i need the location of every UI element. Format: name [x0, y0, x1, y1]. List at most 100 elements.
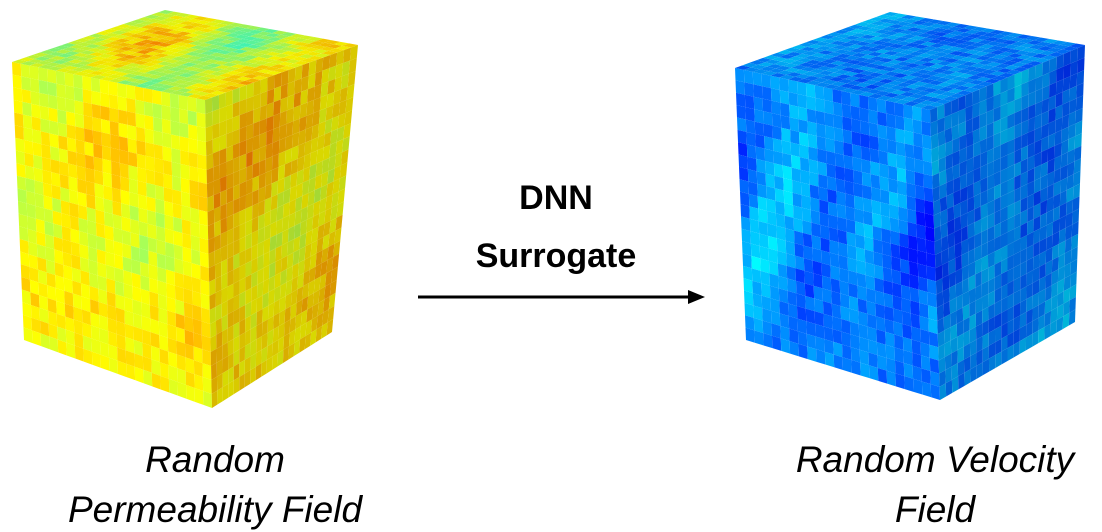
voxel — [864, 236, 873, 251]
arrow-label: Surrogate — [476, 237, 637, 275]
voxel — [926, 240, 935, 255]
voxel — [118, 109, 127, 124]
voxel — [233, 184, 239, 201]
voxel — [817, 136, 826, 151]
voxel — [804, 271, 813, 286]
voxel — [119, 123, 128, 138]
voxel — [745, 95, 754, 109]
voxel — [899, 220, 908, 235]
voxel — [191, 235, 200, 251]
voxel — [187, 97, 196, 113]
voxel — [750, 231, 759, 246]
voxel — [79, 231, 88, 247]
voxel — [152, 90, 161, 105]
voxel — [914, 146, 923, 161]
voxel — [78, 205, 87, 220]
voxel — [835, 166, 844, 181]
voxel — [888, 152, 897, 167]
voxel — [181, 205, 190, 221]
voxel — [129, 165, 138, 181]
voxel — [65, 72, 74, 87]
voxel — [790, 117, 799, 132]
voxel — [748, 182, 757, 197]
voxel — [838, 230, 847, 245]
voxel — [906, 183, 915, 198]
voxel — [157, 240, 166, 256]
voxel — [923, 174, 932, 189]
voxel — [827, 189, 836, 204]
voxel — [101, 119, 110, 134]
voxel — [915, 198, 924, 213]
voxel — [908, 235, 917, 250]
voxel — [58, 122, 67, 137]
voxel — [253, 94, 260, 110]
voxel — [198, 182, 207, 198]
voxel — [800, 157, 809, 172]
voxel — [14, 113, 23, 128]
voxel — [97, 249, 106, 265]
voxel — [897, 168, 906, 183]
voxel — [119, 136, 128, 151]
voxel — [166, 283, 175, 299]
voxel — [866, 288, 875, 303]
voxel — [266, 116, 273, 132]
voxel — [111, 148, 120, 163]
voxel — [862, 172, 871, 187]
voxel — [110, 134, 119, 149]
voxel — [747, 144, 756, 159]
voxel — [826, 138, 835, 153]
voxel — [799, 144, 808, 159]
caption: Random — [145, 439, 285, 480]
voxel — [771, 88, 780, 102]
voxel — [34, 180, 43, 195]
voxel — [179, 109, 188, 125]
voxel — [88, 247, 97, 263]
voxel — [760, 246, 769, 261]
voxel — [768, 236, 777, 251]
voxel — [165, 228, 174, 244]
voxel — [833, 115, 842, 130]
voxel — [112, 174, 121, 190]
voxel — [825, 125, 834, 140]
voxel — [77, 166, 86, 181]
voxel — [864, 224, 873, 239]
voxel — [253, 121, 260, 137]
voxel — [886, 100, 895, 115]
voxel — [188, 110, 197, 126]
voxel — [902, 311, 911, 327]
voxel — [208, 223, 215, 240]
voxel — [36, 219, 45, 234]
voxel — [920, 316, 929, 332]
voxel — [214, 192, 221, 209]
voxel — [778, 263, 787, 278]
voxel — [817, 149, 826, 164]
voxel — [895, 128, 904, 143]
voxel — [804, 258, 813, 273]
voxel — [806, 96, 815, 111]
voxel — [24, 140, 33, 155]
voxel — [897, 181, 906, 196]
voxel — [929, 345, 938, 361]
voxel — [816, 111, 825, 126]
voxel — [233, 170, 240, 187]
voxel — [157, 267, 166, 283]
voxel — [198, 168, 207, 184]
voxel — [206, 139, 213, 156]
voxel — [912, 106, 921, 121]
voxel — [790, 130, 799, 145]
voxel — [191, 221, 200, 237]
voxel — [66, 98, 75, 113]
voxel — [196, 98, 205, 114]
voxel — [120, 176, 129, 192]
voxel — [154, 131, 163, 147]
voxel — [774, 176, 783, 191]
voxel — [273, 113, 280, 129]
voxel — [894, 334, 903, 350]
voxel — [67, 137, 76, 152]
voxel — [788, 79, 797, 94]
voxel — [923, 148, 932, 163]
voxel — [895, 115, 904, 130]
voxel — [183, 261, 192, 277]
voxel — [877, 112, 886, 127]
voxel — [800, 170, 809, 185]
